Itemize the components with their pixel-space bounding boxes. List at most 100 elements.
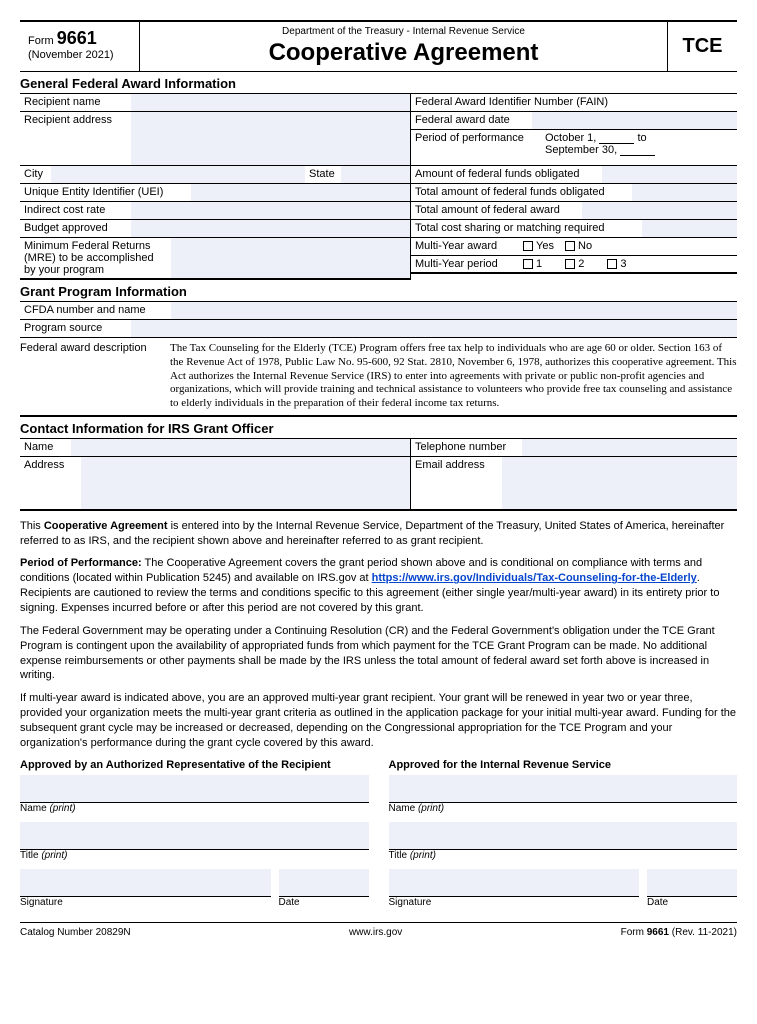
- tce-link[interactable]: https://www.irs.gov/Individuals/Tax-Coun…: [372, 572, 697, 584]
- recipient-date-field[interactable]: [279, 869, 369, 897]
- recipient-sig-heading: Approved by an Authorized Representative…: [20, 759, 369, 775]
- irs-signature-column: Approved for the Internal Revenue Servic…: [389, 759, 738, 916]
- multi-year-period-label: Multi-Year period: [411, 256, 511, 272]
- footer-form-ref: Form 9661 (Rev. 11-2021): [621, 927, 737, 938]
- irs-name-sig-field[interactable]: [389, 775, 738, 803]
- irs-title-sig-field[interactable]: [389, 822, 738, 850]
- contact-grid: Name Address Telephone number Email addr…: [20, 439, 737, 511]
- recipient-title-sig-field[interactable]: [20, 822, 369, 850]
- period-value: October 1, to September 30,: [541, 130, 737, 165]
- irs-signature-label: Signature: [389, 897, 640, 916]
- indirect-rate-field[interactable]: [130, 202, 410, 219]
- section-grant-program-heading: Grant Program Information: [20, 280, 737, 302]
- budget-approved-field[interactable]: [130, 220, 410, 237]
- recipient-signature-column: Approved by an Authorized Representative…: [20, 759, 369, 916]
- recipient-signature-label: Signature: [20, 897, 271, 916]
- period-year-to[interactable]: [620, 145, 655, 156]
- period-1-checkbox[interactable]: [523, 259, 533, 269]
- intro-paragraph: This Cooperative Agreement is entered in…: [20, 519, 737, 549]
- total-award-field[interactable]: [581, 202, 737, 219]
- form-word: Form: [28, 35, 54, 47]
- signature-section: Approved by an Authorized Representative…: [20, 759, 737, 916]
- multi-year-award-row: Multi-Year award Yes No: [411, 238, 737, 256]
- cost-sharing-label: Total cost sharing or matching required: [411, 220, 641, 237]
- multi-year-no-checkbox[interactable]: [565, 241, 575, 251]
- recipient-date-label: Date: [279, 897, 369, 916]
- state-label: State: [305, 166, 340, 183]
- amount-obligated-label: Amount of federal funds obligated: [411, 166, 601, 183]
- multi-year-award-label: Multi-Year award: [411, 238, 511, 255]
- irs-sig-heading: Approved for the Internal Revenue Servic…: [389, 759, 738, 775]
- form-revision: (November 2021): [28, 49, 114, 61]
- footer-url: www.irs.gov: [349, 927, 402, 938]
- irs-name-sig-label: Name (print): [389, 803, 738, 822]
- department-line: Department of the Treasury - Internal Re…: [148, 26, 659, 37]
- period-paragraph: Period of Performance: The Cooperative A…: [20, 556, 737, 615]
- indirect-rate-label: Indirect cost rate: [20, 202, 130, 219]
- multi-year-yes-checkbox[interactable]: [523, 241, 533, 251]
- period-row: Period of performance October 1, to Sept…: [411, 130, 737, 166]
- officer-phone-label: Telephone number: [411, 439, 521, 456]
- total-obligated-label: Total amount of federal funds obligated: [411, 184, 631, 201]
- program-code: TCE: [667, 22, 737, 71]
- officer-name-label: Name: [20, 439, 70, 456]
- program-source-field[interactable]: [130, 320, 737, 337]
- period-3-checkbox[interactable]: [607, 259, 617, 269]
- mre-field[interactable]: [170, 238, 410, 278]
- form-title-box: Department of the Treasury - Internal Re…: [140, 22, 667, 71]
- fain-label: Federal Award Identifier Number (FAIN): [411, 94, 612, 111]
- form-header: Form 9661 (November 2021) Department of …: [20, 20, 737, 72]
- general-info-grid: Recipient name Recipient address City St…: [20, 94, 737, 280]
- officer-address-label: Address: [20, 457, 80, 509]
- irs-title-sig-label: Title (print): [389, 850, 738, 869]
- amount-obligated-field[interactable]: [601, 166, 737, 183]
- cfda-field[interactable]: [170, 302, 737, 319]
- uei-field[interactable]: [190, 184, 410, 201]
- total-award-label: Total amount of federal award: [411, 202, 581, 219]
- officer-address-field[interactable]: [80, 457, 410, 509]
- cost-sharing-field[interactable]: [641, 220, 737, 237]
- officer-email-label: Email address: [411, 457, 501, 509]
- total-obligated-field[interactable]: [631, 184, 737, 201]
- recipient-name-sig-label: Name (print): [20, 803, 369, 822]
- recipient-name-sig-field[interactable]: [20, 775, 369, 803]
- multi-year-period-row: Multi-Year period 1 2 3: [411, 256, 737, 274]
- recipient-address-label: Recipient address: [20, 112, 130, 165]
- section-general-info-heading: General Federal Award Information: [20, 72, 737, 94]
- recipient-signature-field[interactable]: [20, 869, 271, 897]
- mre-label: Minimum Federal Returns(MRE) to be accom…: [20, 238, 170, 278]
- form-title: Cooperative Agreement: [148, 39, 659, 67]
- program-source-label: Program source: [20, 320, 130, 337]
- irs-date-label: Date: [647, 897, 737, 916]
- period-2-checkbox[interactable]: [565, 259, 575, 269]
- recipient-name-field[interactable]: [130, 94, 410, 111]
- irs-signature-field[interactable]: [389, 869, 640, 897]
- state-field[interactable]: [340, 166, 410, 183]
- recipient-title-sig-label: Title (print): [20, 850, 369, 869]
- award-description-label: Federal award description: [20, 342, 170, 411]
- form-9661: Form 9661 (November 2021) Department of …: [20, 20, 737, 938]
- award-date-label: Federal award date: [411, 112, 531, 129]
- city-label: City: [20, 166, 50, 183]
- award-date-field[interactable]: [531, 112, 737, 129]
- irs-date-field[interactable]: [647, 869, 737, 897]
- period-year-from[interactable]: [599, 133, 634, 144]
- uei-label: Unique Entity Identifier (UEI): [20, 184, 190, 201]
- officer-email-field[interactable]: [501, 457, 737, 509]
- multi-year-paragraph: If multi-year award is indicated above, …: [20, 691, 737, 750]
- recipient-name-label: Recipient name: [20, 94, 130, 111]
- recipient-address-field[interactable]: [130, 112, 410, 165]
- cfda-label: CFDA number and name: [20, 302, 170, 319]
- officer-phone-field[interactable]: [521, 439, 737, 456]
- city-field[interactable]: [50, 166, 305, 183]
- form-number: 9661: [57, 28, 97, 48]
- budget-approved-label: Budget approved: [20, 220, 130, 237]
- page-footer: Catalog Number 20829N www.irs.gov Form 9…: [20, 922, 737, 938]
- award-description-text: The Tax Counseling for the Elderly (TCE)…: [170, 342, 737, 411]
- period-label: Period of performance: [411, 130, 541, 165]
- catalog-number: Catalog Number 20829N: [20, 927, 131, 938]
- officer-name-field[interactable]: [70, 439, 410, 456]
- section-contact-heading: Contact Information for IRS Grant Office…: [20, 417, 737, 439]
- award-description-row: Federal award description The Tax Counse…: [20, 338, 737, 417]
- form-id-box: Form 9661 (November 2021): [20, 22, 140, 71]
